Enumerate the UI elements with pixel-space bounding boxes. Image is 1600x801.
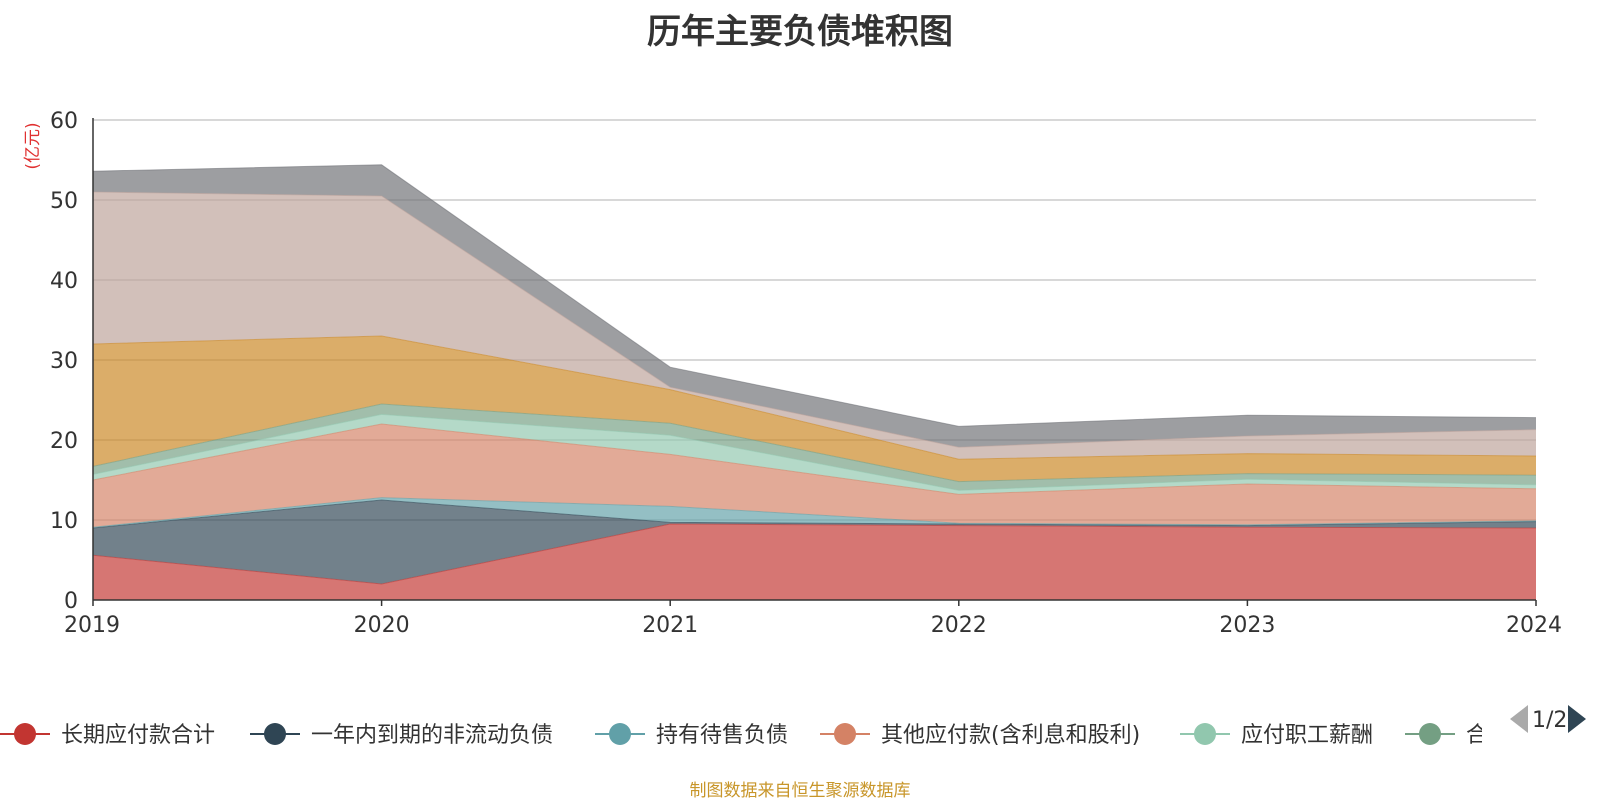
legend-item[interactable]: 长期应付款合计 bbox=[0, 723, 215, 748]
y-tick-label: 60 bbox=[50, 109, 78, 134]
legend-item[interactable]: 持有待售负债 bbox=[595, 723, 788, 748]
legend-marker bbox=[1194, 723, 1216, 745]
legend-label: 其他应付款(含利息和股利) bbox=[881, 723, 1140, 748]
series-line-1 bbox=[92, 499, 1537, 529]
legend-item[interactable]: 一年内到期的非流动负债 bbox=[250, 723, 553, 748]
legend-item[interactable]: 其他应付款(含利息和股利) bbox=[820, 723, 1140, 748]
legend-marker bbox=[609, 723, 631, 745]
legend-item[interactable]: 应付职工薪酬 bbox=[1180, 723, 1373, 748]
series-lines bbox=[92, 164, 1537, 585]
legend-label: 应付职工薪酬 bbox=[1241, 723, 1373, 748]
area-series-6 bbox=[93, 336, 1536, 482]
series-line-2 bbox=[92, 497, 1537, 528]
y-tick-label: 0 bbox=[64, 589, 78, 614]
series-line-0 bbox=[92, 523, 1537, 585]
x-tick-label: 2019 bbox=[64, 613, 120, 638]
legend-prev-arrow-icon[interactable] bbox=[1510, 705, 1528, 733]
series-line-7 bbox=[92, 191, 1537, 448]
legend-label: 一年内到期的非流动负债 bbox=[311, 723, 553, 748]
legend-label: 长期应付款合计 bbox=[61, 723, 215, 748]
y-unit-label: (亿元) bbox=[23, 122, 43, 169]
legend-label: 持有待售负债 bbox=[656, 723, 788, 748]
area-series-0 bbox=[93, 524, 1536, 600]
chart-title: 历年主要负债堆积图 bbox=[647, 12, 953, 52]
legend-item[interactable]: 合 bbox=[1405, 723, 1488, 748]
area-series-8 bbox=[93, 164, 1536, 448]
legend-label: 合 bbox=[1466, 723, 1488, 748]
area-series-1 bbox=[93, 500, 1536, 584]
series-line-6 bbox=[92, 335, 1537, 460]
legend-pager: 1/2 bbox=[1510, 705, 1586, 733]
legend-marker bbox=[1419, 723, 1441, 745]
x-tick-label: 2020 bbox=[354, 613, 410, 638]
data-source-note: 制图数据来自恒生聚源数据库 bbox=[689, 781, 911, 801]
y-tick-label: 30 bbox=[50, 349, 78, 374]
legend-next-arrow-icon[interactable] bbox=[1568, 705, 1586, 733]
legend-marker bbox=[14, 723, 36, 745]
x-tick-label: 2024 bbox=[1506, 613, 1562, 638]
x-tick-label: 2023 bbox=[1219, 613, 1275, 638]
area-series bbox=[93, 164, 1536, 600]
axes: 0 10 20 30 40 50 60 2019 2020 2021 2022 2023 2024 (亿元… bbox=[23, 109, 1562, 638]
y-tick-label: 10 bbox=[50, 509, 78, 534]
series-line-4 bbox=[92, 413, 1537, 491]
legend-page-indicator: 1/2 bbox=[1532, 708, 1567, 733]
y-tick-label: 50 bbox=[50, 189, 78, 214]
x-tick-label: 2022 bbox=[931, 613, 987, 638]
series-line-8 bbox=[92, 164, 1537, 427]
area-series-7 bbox=[93, 192, 1536, 460]
series-line-5 bbox=[92, 403, 1537, 483]
legend: 长期应付款合计 一年内到期的非流动负债 持有待售负债 其他应付款(含利息和股利) 应付职… bbox=[0, 723, 1488, 748]
area-series-3 bbox=[93, 424, 1536, 528]
legend-marker bbox=[834, 723, 856, 745]
legend-marker bbox=[264, 723, 286, 745]
y-tick-label: 40 bbox=[50, 269, 78, 294]
x-tick-label: 2021 bbox=[642, 613, 698, 638]
y-tick-label: 20 bbox=[50, 429, 78, 454]
series-line-3 bbox=[92, 423, 1537, 495]
